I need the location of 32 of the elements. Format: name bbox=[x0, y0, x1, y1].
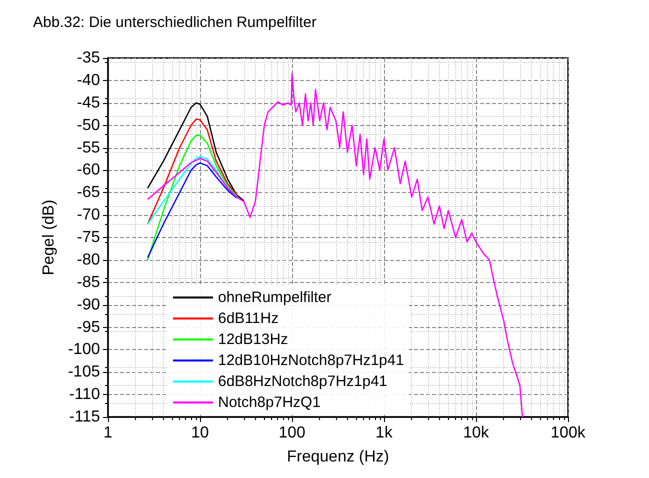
legend-label: Notch8p7HzQ1 bbox=[218, 394, 321, 411]
x-tick-label: 10 bbox=[191, 424, 209, 442]
y-axis-title: Pegel (dB) bbox=[40, 200, 58, 276]
y-tick-label: -80 bbox=[76, 251, 100, 268]
y-tick-label: -95 bbox=[76, 318, 100, 336]
y-tick-label: -40 bbox=[76, 72, 100, 89]
y-tick-label: -50 bbox=[76, 116, 100, 134]
x-tick-label: 1 bbox=[104, 424, 113, 442]
y-tick-label: -55 bbox=[76, 139, 100, 156]
legend-label: 6dB11Hz bbox=[218, 310, 279, 327]
x-tick-label: 1k bbox=[376, 424, 394, 442]
y-tick-label: -35 bbox=[76, 50, 100, 66]
y-tick-label: -75 bbox=[76, 229, 100, 246]
x-tick-label: 100k bbox=[550, 424, 586, 442]
y-tick-label: -90 bbox=[76, 296, 100, 314]
y-tick-label: -115 bbox=[69, 408, 100, 426]
y-tick-label: -70 bbox=[76, 206, 100, 224]
y-tick-label: -105 bbox=[68, 364, 100, 381]
legend-label: ohneRumpelfilter bbox=[218, 289, 332, 306]
y-tick-label: -45 bbox=[76, 94, 100, 112]
y-tick-label: -100 bbox=[68, 341, 100, 358]
y-tick-label: -85 bbox=[76, 274, 100, 291]
y-tick-label: -60 bbox=[76, 162, 100, 179]
x-tick-label: 100 bbox=[278, 424, 306, 442]
y-tick-label: -110 bbox=[69, 386, 100, 404]
x-axis-title: Frequenz (Hz) bbox=[286, 448, 390, 466]
chart-title: Abb.32: Die unterschiedlichen Rumpelfilter bbox=[33, 14, 316, 31]
x-tick-label: 10k bbox=[463, 424, 490, 442]
legend-label: 12dB10HzNotch8p7Hz1p41 bbox=[218, 352, 404, 369]
legend-label: 6dB8HzNotch8p7Hz1p41 bbox=[218, 373, 388, 390]
y-tick-label: -65 bbox=[76, 184, 100, 202]
legend-label: 12dB13Hz bbox=[218, 331, 288, 348]
